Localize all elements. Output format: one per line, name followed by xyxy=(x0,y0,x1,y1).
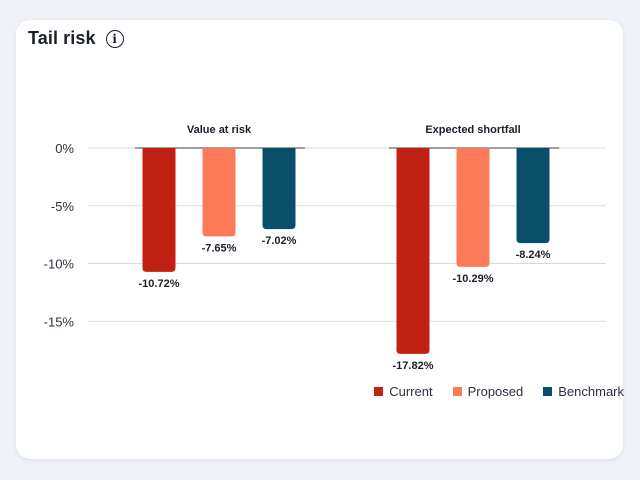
y-tick-label: -15% xyxy=(44,314,75,329)
y-tick-label: 0% xyxy=(55,141,74,156)
bar-proposed xyxy=(202,148,236,237)
data-label: -17.82% xyxy=(393,360,434,372)
y-tick-label: -5% xyxy=(51,199,75,214)
bar-current xyxy=(142,148,176,272)
data-label: -7.65% xyxy=(202,242,237,254)
y-tick-label: -10% xyxy=(44,257,75,272)
bar-proposed xyxy=(456,148,490,267)
bar-current xyxy=(396,148,430,354)
data-label: -7.02% xyxy=(262,235,297,247)
legend-label: Current xyxy=(389,384,433,399)
legend-swatch xyxy=(374,387,384,396)
chart-legend: Current Proposed Benchmark xyxy=(374,384,624,399)
info-icon[interactable]: i xyxy=(105,29,124,48)
bar-benchmark xyxy=(262,148,296,230)
data-label: -10.29% xyxy=(453,273,494,285)
legend-item-current: Current xyxy=(374,384,433,399)
card-title: Tail risk xyxy=(28,28,96,48)
legend-label: Proposed xyxy=(467,384,524,399)
legend-item-proposed: Proposed xyxy=(452,384,524,399)
bar-benchmark xyxy=(516,148,550,244)
card-header: Tail risk i xyxy=(28,28,124,49)
legend-swatch xyxy=(452,387,462,396)
legend-label: Benchmark xyxy=(558,384,624,399)
legend-item-benchmark: Benchmark xyxy=(543,384,624,399)
group-label: Value at risk xyxy=(187,124,252,136)
data-label: -10.72% xyxy=(139,278,180,290)
legend-swatch xyxy=(543,387,553,396)
data-label: -8.24% xyxy=(516,249,551,261)
group-label: Expected shortfall xyxy=(425,124,520,136)
